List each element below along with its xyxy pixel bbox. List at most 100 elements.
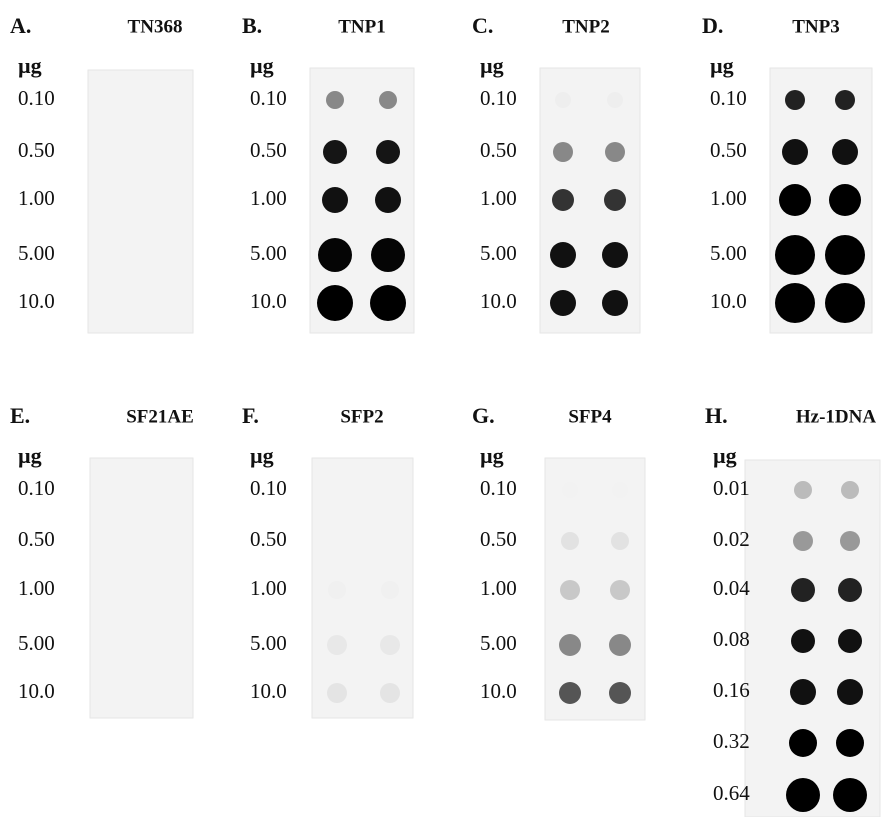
- amount-label: 1.00: [480, 186, 517, 210]
- dot: [381, 581, 399, 599]
- dot: [379, 91, 397, 109]
- dot: [559, 634, 581, 656]
- dot: [785, 90, 805, 110]
- dot: [550, 290, 576, 316]
- dot: [791, 629, 815, 653]
- dot: [322, 187, 348, 213]
- dot: [790, 679, 816, 705]
- dot: [370, 285, 406, 321]
- amount-label: 0.32: [713, 729, 750, 753]
- dot: [837, 679, 863, 705]
- dot: [327, 683, 347, 703]
- amount-label: 0.50: [480, 138, 517, 162]
- dot: [317, 285, 353, 321]
- panel-letter: A.: [10, 13, 31, 38]
- blot-membrane: [545, 458, 645, 720]
- dot: [326, 91, 344, 109]
- amount-label: 0.10: [18, 476, 55, 500]
- dot: [561, 532, 579, 550]
- dot: [602, 242, 628, 268]
- amount-label: 10.0: [18, 679, 55, 703]
- dot: [786, 778, 820, 812]
- amount-label: 0.50: [710, 138, 747, 162]
- unit-label: µg: [250, 443, 274, 468]
- amount-label: 0.10: [710, 86, 747, 110]
- unit-label: µg: [18, 53, 42, 78]
- dot: [789, 729, 817, 757]
- dot: [560, 580, 580, 600]
- panel-letter: G.: [472, 403, 495, 428]
- dot: [380, 683, 400, 703]
- amount-label: 1.00: [18, 186, 55, 210]
- dot: [782, 139, 808, 165]
- amount-label: 0.10: [480, 476, 517, 500]
- unit-label: µg: [480, 443, 504, 468]
- amount-label: 10.0: [710, 289, 747, 313]
- panel-letter: H.: [705, 403, 728, 428]
- amount-label: 0.02: [713, 527, 750, 551]
- amount-label: 0.16: [713, 678, 750, 702]
- dot: [825, 235, 865, 275]
- amount-label: 10.0: [480, 289, 517, 313]
- dot: [832, 139, 858, 165]
- dot: [794, 481, 812, 499]
- amount-label: 1.00: [250, 576, 287, 600]
- dot: [327, 635, 347, 655]
- amount-label: 1.00: [18, 576, 55, 600]
- amount-label: 1.00: [480, 576, 517, 600]
- panel-title: TNP1: [338, 16, 386, 37]
- unit-label: µg: [480, 53, 504, 78]
- dot: [609, 682, 631, 704]
- panel-title: SF21AE: [126, 406, 194, 427]
- dot: [829, 184, 861, 216]
- dot: [550, 242, 576, 268]
- amount-label: 0.04: [713, 576, 750, 600]
- dot: [376, 140, 400, 164]
- panel-letter: F.: [242, 403, 259, 428]
- blot-membrane: [88, 70, 193, 333]
- amount-label: 5.00: [18, 241, 55, 265]
- amount-label: 5.00: [250, 631, 287, 655]
- dot: [553, 142, 573, 162]
- dot: [318, 238, 352, 272]
- dot: [604, 189, 626, 211]
- amount-label: 0.10: [18, 86, 55, 110]
- dot: [836, 729, 864, 757]
- amount-label: 0.50: [480, 527, 517, 551]
- amount-label: 10.0: [250, 679, 287, 703]
- panel-title: TNP2: [562, 16, 610, 37]
- dot: [838, 578, 862, 602]
- dot: [605, 142, 625, 162]
- amount-label: 0.10: [250, 476, 287, 500]
- amount-label: 1.00: [710, 186, 747, 210]
- unit-label: µg: [250, 53, 274, 78]
- dot: [555, 92, 571, 108]
- dot: [609, 634, 631, 656]
- dot: [838, 629, 862, 653]
- dot: [607, 92, 623, 108]
- panel-letter: D.: [702, 13, 723, 38]
- dot: [840, 531, 860, 551]
- panel-title: SFP2: [340, 406, 383, 427]
- figure: A. TN368 µg 0.10 0.50 1.00 5.00 10.0 B. TNP1 µg 0.1…: [0, 0, 894, 817]
- dot: [323, 140, 347, 164]
- unit-label: µg: [710, 53, 734, 78]
- panel-title: TN368: [128, 16, 183, 37]
- amount-label: 0.50: [250, 138, 287, 162]
- dot: [380, 635, 400, 655]
- amount-label: 0.10: [250, 86, 287, 110]
- amount-label: 0.08: [713, 627, 750, 651]
- panel-letter: B.: [242, 13, 262, 38]
- amount-label: 0.10: [480, 86, 517, 110]
- dot: [375, 187, 401, 213]
- amount-label: 0.64: [713, 781, 750, 805]
- amount-label: 0.50: [18, 527, 55, 551]
- dot: [371, 238, 405, 272]
- dot: [775, 283, 815, 323]
- dot: [610, 580, 630, 600]
- panel-title: SFP4: [568, 406, 612, 427]
- amount-label: 5.00: [18, 631, 55, 655]
- amount-label: 5.00: [250, 241, 287, 265]
- amount-label: 0.01: [713, 476, 750, 500]
- dot: [793, 531, 813, 551]
